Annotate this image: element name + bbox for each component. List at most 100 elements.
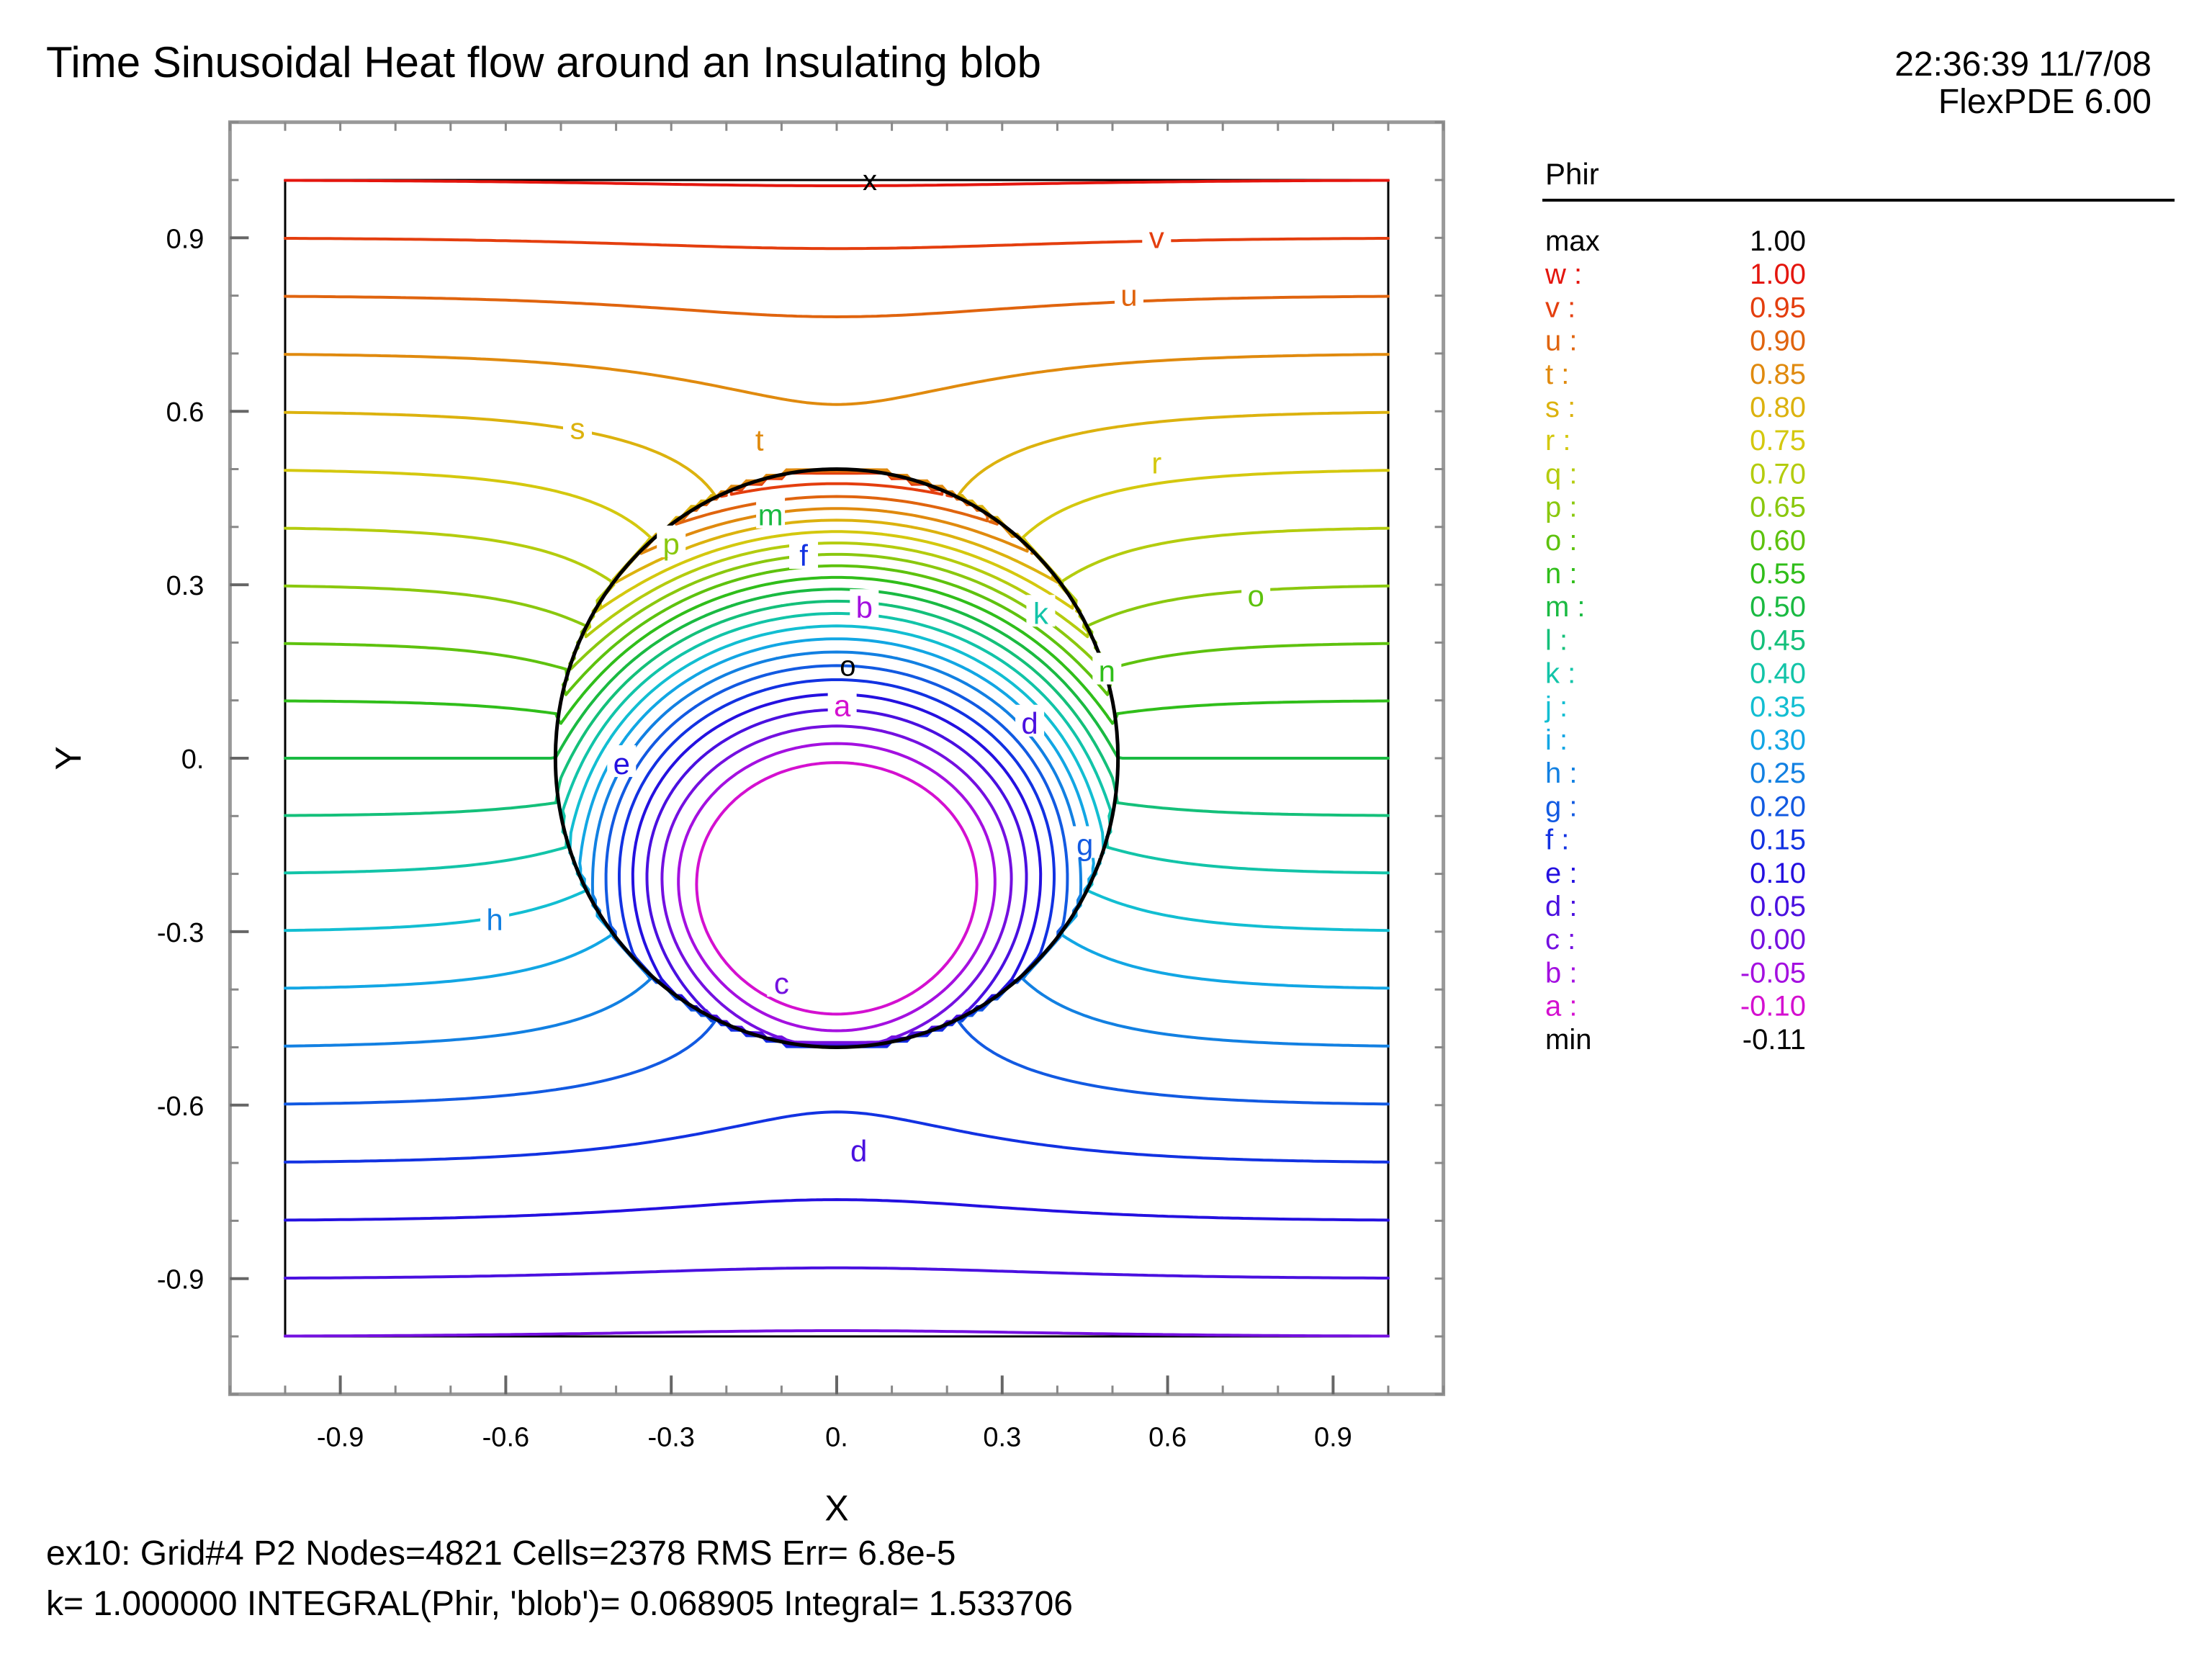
legend-level-t-value: 0.85 [1750, 359, 1806, 390]
contour-line-e [284, 693, 1390, 1222]
contour-label-v: v [1149, 220, 1164, 254]
y-tick-label: 0. [181, 745, 204, 775]
contour-label-bg [789, 536, 819, 569]
legend-level-m-value: 0.50 [1750, 591, 1806, 623]
legend-level-l-value: 0.45 [1750, 624, 1806, 656]
x-tick-label: 0. [825, 1422, 848, 1452]
contour-label-o: o [1247, 579, 1264, 613]
legend-level-c-key: c : [1545, 924, 1575, 956]
contour-line-g [284, 664, 1390, 1106]
contour-label-m: m [758, 498, 783, 532]
contour-label-bg [827, 687, 857, 719]
contour-label-bg [745, 421, 774, 454]
legend-level-l-key: l : [1545, 624, 1568, 656]
contour-label-bg [767, 965, 796, 997]
legend-level-w-key: w : [1545, 258, 1582, 290]
legend-level-r-key: r : [1545, 425, 1571, 457]
contour-line-q [284, 526, 1390, 639]
legend-level-s-value: 0.80 [1750, 392, 1806, 423]
legend-level-d-value: 0.05 [1750, 891, 1806, 922]
contour-line-a [695, 761, 979, 1016]
legend-level-h-key: h : [1545, 757, 1577, 789]
x-tick-label: -0.9 [317, 1422, 364, 1452]
contour-label-bg [1114, 276, 1143, 309]
timestamp: 22:36:39 11/7/08 [1894, 45, 2152, 84]
x-tick-label: 0.9 [1314, 1422, 1352, 1452]
y-tick-label: -0.9 [157, 1265, 204, 1295]
run-stamp: 22:36:39 11/7/08 FlexPDE 6.00 [1894, 46, 2152, 121]
legend-level-e-value: 0.10 [1750, 858, 1806, 889]
legend-level-f-value: 0.15 [1750, 824, 1806, 856]
contour-label-bg [1092, 652, 1122, 685]
legend-level-u-value: 0.90 [1750, 325, 1806, 357]
legend-level-v-key: v : [1545, 292, 1575, 323]
contour-line-o [284, 564, 1390, 696]
legend-level-c-value: 0.00 [1750, 924, 1806, 956]
y-tick-label: 0.6 [166, 397, 204, 428]
legend-level-n-value: 0.55 [1750, 558, 1806, 590]
contour-label-r: r [1151, 446, 1161, 480]
legend-level-a-value: -0.10 [1740, 991, 1806, 1022]
legend-level-i-value: 0.30 [1750, 724, 1806, 756]
legend-min-value: -0.11 [1743, 1024, 1806, 1056]
contour-line-t [284, 353, 1390, 555]
contour-label-bg [657, 525, 686, 557]
legend-level-m-key: m : [1545, 591, 1586, 623]
legend-level-d-key: d : [1545, 891, 1577, 922]
contour-line-k [284, 611, 1390, 875]
x-axis-label: X [824, 1488, 848, 1528]
contour-line-d [284, 708, 1390, 1280]
contour-label-bg [1026, 595, 1056, 627]
legend-level-w-value: 1.00 [1750, 258, 1806, 290]
y-tick-label: 0.3 [166, 571, 204, 601]
legend-level-i-key: i : [1545, 724, 1568, 756]
legend: Phir max 1.00 w : 1.00 v : 0.95 u : 0.90 t : 0.85 s… [1542, 157, 2175, 1056]
contour-label-d: d [850, 1134, 867, 1168]
y-tick-label: -0.3 [157, 918, 204, 948]
x-tick-label: -0.3 [647, 1422, 694, 1452]
contour-label-bg [607, 745, 637, 778]
legend-level-b-key: b : [1545, 957, 1577, 989]
contour-line-u [284, 295, 1390, 526]
legend-level-h-value: 0.25 [1750, 757, 1806, 789]
legend-min-key: min [1545, 1024, 1591, 1056]
contour-label-bg [756, 496, 786, 529]
contour-label-u: u [1120, 279, 1137, 313]
run-summary: ex10: Grid#4 P2 Nodes=4821 Cells=2378 RM… [46, 1534, 956, 1573]
x-tick-label: -0.6 [482, 1422, 529, 1452]
contour-line-f [284, 678, 1390, 1164]
legend-level-j-key: j : [1545, 691, 1568, 723]
legend-level-t-key: t : [1545, 359, 1569, 390]
program-version: FlexPDE 6.00 [1938, 83, 2152, 121]
blob-boundary [553, 467, 1120, 1049]
legend-level-g-value: 0.20 [1750, 791, 1806, 822]
contour-label-bg [1142, 444, 1172, 477]
legend-max-value: 1.00 [1750, 225, 1806, 257]
y-tick-label: 0.9 [166, 224, 204, 254]
legend-max-key: max [1545, 225, 1600, 257]
contour-label-bg [562, 410, 592, 442]
legend-level-v-value: 0.95 [1750, 292, 1806, 323]
x-tick-label: 0.3 [983, 1422, 1021, 1452]
legend-level-s-key: s : [1545, 392, 1575, 423]
contour-label-a: a [834, 689, 851, 723]
contour-label-s: s [570, 411, 585, 445]
legend-level-g-key: g : [1545, 791, 1577, 822]
legend-level-p-value: 0.65 [1750, 492, 1806, 523]
contour-line-n [284, 575, 1390, 725]
contour-label-bg [850, 589, 879, 621]
legend-level-o-key: o : [1545, 525, 1577, 557]
legend-level-p-key: p : [1545, 492, 1577, 523]
contour-label-e: e [613, 747, 630, 781]
contour-labels: vu t s r o m p f b k n a d e g h c d x o [480, 165, 1271, 1168]
contour-label-f: f [799, 539, 808, 572]
contour-label-d: d [1021, 706, 1038, 740]
contour-line-j [284, 624, 1390, 932]
contour-line-l [284, 599, 1390, 817]
integral-summary: k= 1.000000 INTEGRAL(Phir, 'blob')= 0.06… [46, 1585, 1073, 1623]
legend-level-q-value: 0.70 [1750, 458, 1806, 490]
contour-line-b [677, 742, 997, 1033]
contour-line-w [284, 179, 1390, 187]
contour-label-bg [844, 1133, 873, 1165]
contour-label-bg [1142, 219, 1172, 251]
